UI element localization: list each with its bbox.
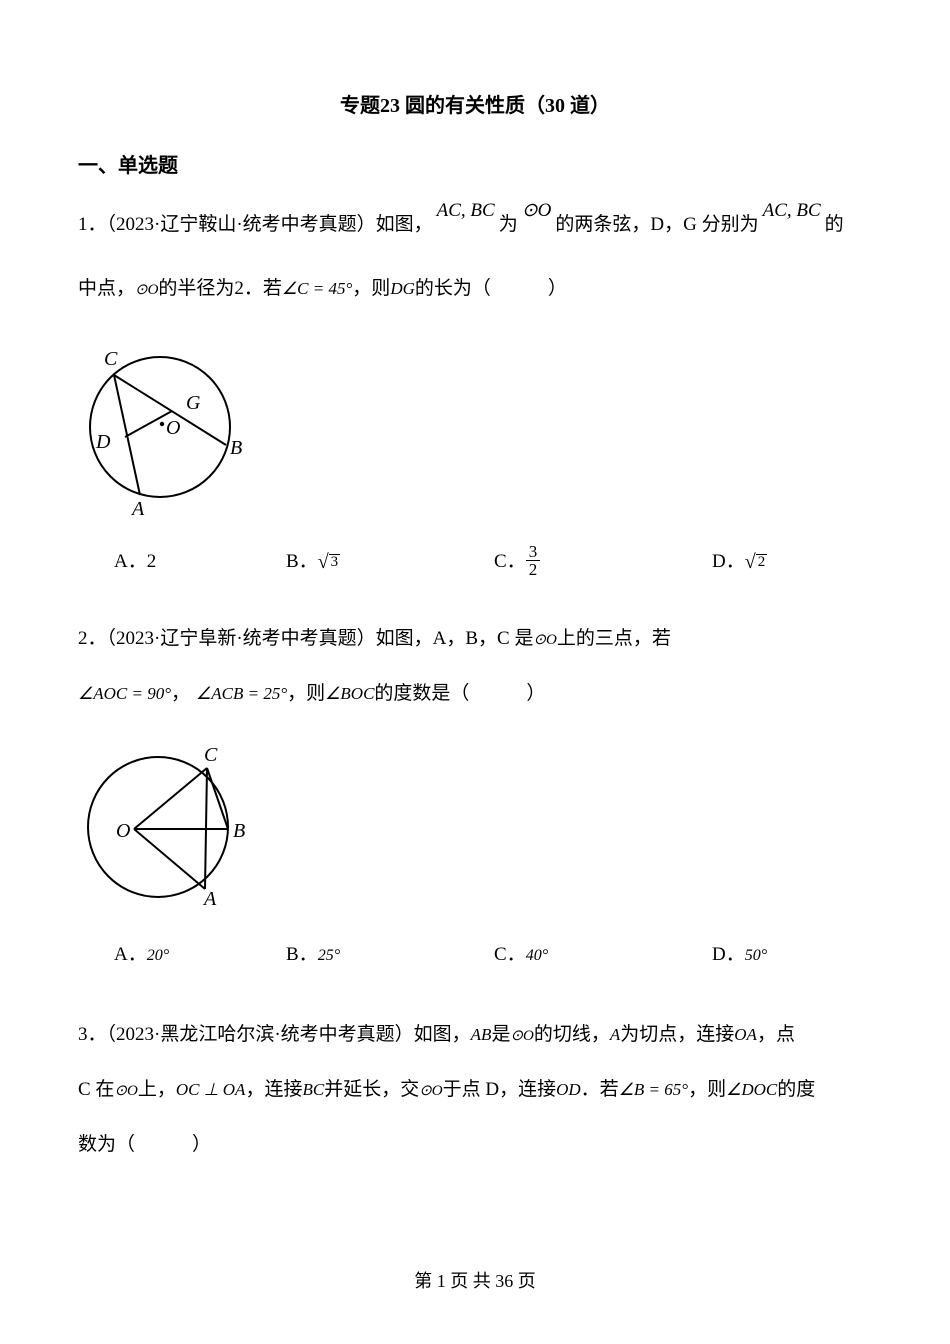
- q3-l2c: ，连接: [245, 1062, 302, 1117]
- q2-mid3: 的度数是（ ）: [374, 671, 545, 717]
- q2-answers: A．20° B．25° C．40° D．50°: [78, 940, 872, 970]
- q3-oa: OA: [734, 1010, 757, 1059]
- q1-ans-b: B．√3: [286, 546, 494, 578]
- q3-circ2: ⊙O: [114, 1070, 137, 1114]
- q2-mid2: ，则: [287, 671, 325, 717]
- svg-text:D: D: [95, 431, 111, 453]
- q3-l1d: 为切点，连接: [620, 1007, 734, 1062]
- q1-answers: A．2 B．√3 C．32 D．√2: [78, 545, 872, 580]
- svg-text:B: B: [233, 820, 245, 842]
- q2-diagram: O C B A: [78, 737, 872, 922]
- q3-a: A: [610, 1010, 620, 1059]
- q1-circ1: ⊙O: [522, 188, 552, 234]
- q1-line2a: 中点，: [78, 266, 135, 312]
- q2-prefix: 2．（2023·辽宁阜新·统考中考真题）如图，A，B，C 是: [78, 616, 533, 662]
- q2-ans-d: D．50°: [712, 940, 767, 970]
- q1-prefix: 1．（2023·辽宁鞍山·统考中考真题）如图，: [78, 202, 433, 248]
- q1-ans-c: C．32: [494, 545, 712, 580]
- q3-l2f: ．若: [581, 1062, 619, 1117]
- q3-od: OD: [556, 1065, 581, 1114]
- q3-l2b: 上，: [138, 1062, 176, 1117]
- svg-text:O: O: [116, 820, 130, 842]
- q1-ans-d: D．√2: [712, 546, 767, 578]
- q3-l3: 数为（ ）: [78, 1117, 211, 1172]
- q2-mid1: 上的三点，若: [557, 616, 671, 662]
- section-header: 一、单选题: [78, 150, 872, 182]
- q2-ang2: ∠ACB = 25°: [196, 674, 287, 715]
- svg-text:A: A: [130, 498, 145, 516]
- question-2: 2．（2023·辽宁阜新·统考中考真题）如图，A，B，C 是 ⊙O 上的三点，若…: [78, 616, 872, 717]
- svg-text:C: C: [204, 744, 218, 766]
- q1-ans-a: A．2: [114, 547, 286, 577]
- svg-text:G: G: [186, 392, 201, 414]
- q2-ans-a: A．20°: [114, 940, 286, 970]
- q1-dg: DG: [390, 269, 415, 310]
- q1-line2d: 的长为（ ）: [415, 266, 567, 312]
- q3-l2a: C 在: [78, 1062, 114, 1117]
- q1-circ1b: ⊙O: [135, 272, 158, 308]
- q1-chord2: AC, BC: [763, 188, 821, 234]
- q3-l2e: 于点 D，连接: [443, 1062, 556, 1117]
- question-1: 1．（2023·辽宁鞍山·统考中考真题）如图， AC, BC 为 ⊙O 的两条弦…: [78, 202, 872, 311]
- q2-ans-c: C．40°: [494, 940, 712, 970]
- q1-line2c: ，则: [352, 266, 390, 312]
- q3-circ: ⊙O: [510, 1015, 533, 1059]
- q3-l1c: 的切线，: [534, 1007, 610, 1062]
- question-3: 3．（2023·黑龙江哈尔滨·统考中考真题）如图， AB 是 ⊙O 的切线， A…: [78, 1007, 872, 1172]
- q2-ang1: ∠AOC = 90°: [78, 674, 171, 715]
- q3-angb: ∠B = 65°: [619, 1065, 688, 1114]
- page-title: 专题23 圆的有关性质（30 道）: [78, 90, 872, 122]
- q1-diagram: C A B O D G: [78, 331, 872, 526]
- q3-perp: OC ⊥ OA: [176, 1065, 246, 1114]
- q3-l1e: ，点: [757, 1007, 795, 1062]
- q2-ans-b: B．25°: [286, 940, 494, 970]
- q1-line2b: 的半径为2．若: [158, 266, 282, 312]
- q1-ang: ∠C = 45°: [282, 269, 352, 310]
- q2-sep: ，: [171, 671, 190, 717]
- q3-doc: ∠DOC: [726, 1065, 777, 1114]
- q3-bc: BC: [302, 1065, 324, 1114]
- q1-mid3: 的: [825, 202, 844, 248]
- q3-l2d: 并延长，交: [324, 1062, 419, 1117]
- q1-mid1: 为: [499, 202, 518, 248]
- q3-l2h: 的度: [777, 1062, 815, 1117]
- q3-l1a: 3．（2023·黑龙江哈尔滨·统考中考真题）如图，: [78, 1007, 471, 1062]
- q1-chord1: AC, BC: [437, 188, 495, 234]
- svg-text:A: A: [202, 888, 217, 910]
- q2-circ: ⊙O: [533, 622, 556, 658]
- svg-text:B: B: [230, 437, 242, 459]
- q3-ab: AB: [471, 1010, 492, 1059]
- svg-text:O: O: [166, 417, 180, 439]
- svg-text:C: C: [104, 348, 118, 370]
- q3-l2g: ，则: [688, 1062, 726, 1117]
- q1-mid2: 的两条弦，D，G 分别为: [555, 202, 758, 248]
- page-footer: 第 1 页 共 36 页: [0, 1267, 950, 1296]
- q3-l1b: 是: [491, 1007, 510, 1062]
- q3-circ3: ⊙O: [419, 1070, 442, 1114]
- q2-ang3: ∠BOC: [325, 674, 374, 715]
